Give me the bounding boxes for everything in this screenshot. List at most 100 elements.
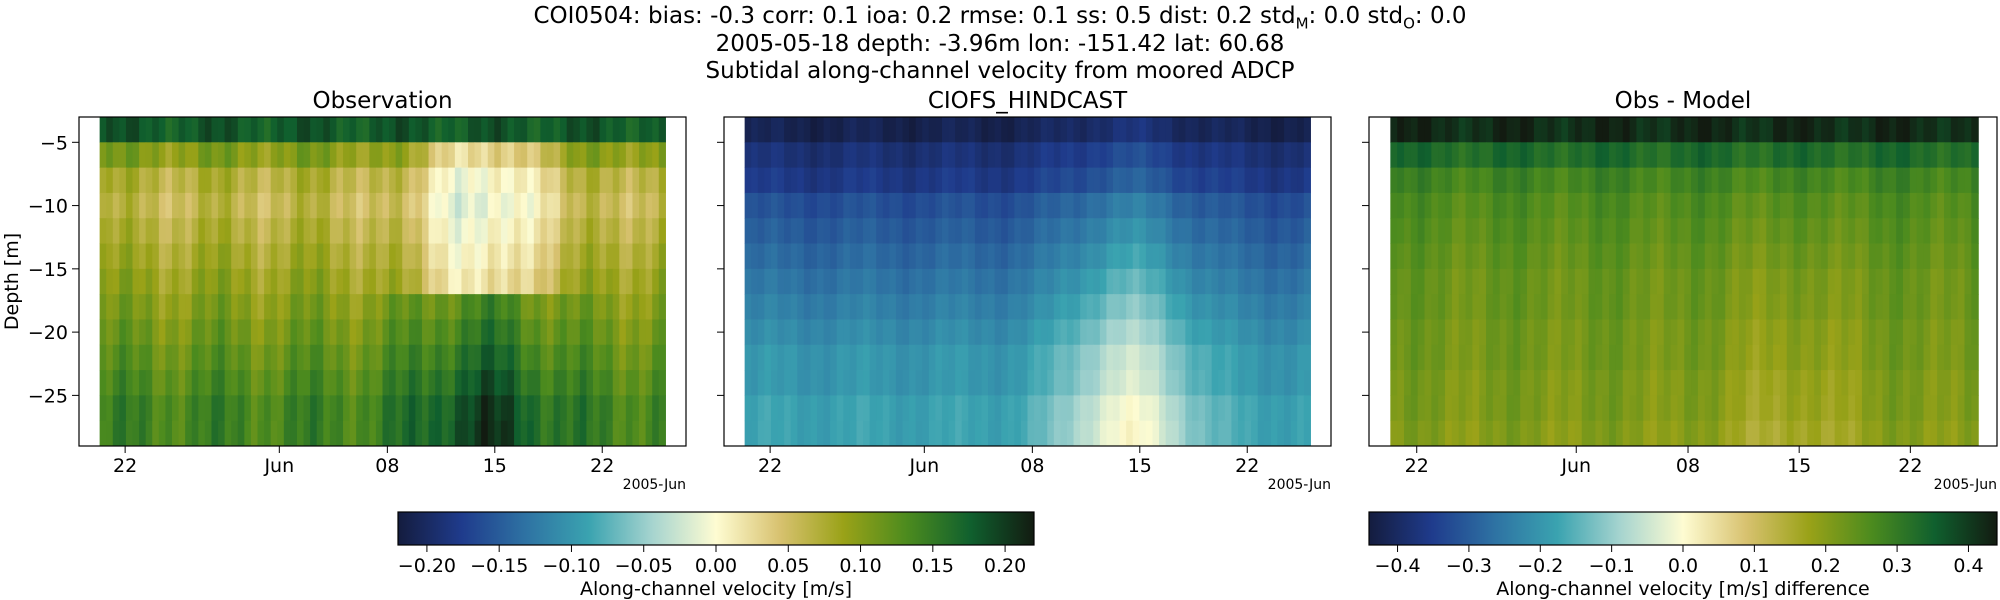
heatmap-cell [198, 192, 206, 219]
heatmap-cell [856, 319, 864, 346]
heatmap-cell [1636, 243, 1644, 270]
heatmap-cell [869, 142, 877, 169]
heatmap-cell [1950, 319, 1959, 346]
heatmap-cell [1540, 294, 1549, 320]
heatmap-cell [1053, 395, 1061, 422]
heatmap-cell [1047, 117, 1055, 143]
heatmap-cell [928, 218, 937, 244]
heatmap-cell [777, 370, 785, 396]
heatmap-cell [1438, 395, 1446, 422]
heatmap-cell [250, 192, 259, 219]
heatmap-cell [988, 294, 996, 320]
heatmap-cell [803, 294, 812, 320]
heatmap-cell [1971, 420, 1979, 447]
heatmap-cell [1451, 142, 1460, 169]
heatmap-cell [1937, 142, 1945, 169]
heatmap-cell [1670, 243, 1679, 270]
heatmap-cell [1086, 294, 1094, 320]
heatmap-cell [231, 294, 239, 320]
heatmap-cell [1506, 344, 1514, 371]
heatmap-cell [1126, 344, 1134, 371]
heatmap-cell [500, 192, 509, 219]
heatmap-cell [139, 294, 147, 320]
heatmap-cell [1198, 319, 1206, 346]
heatmap-cell [876, 395, 884, 422]
heatmap-cell [744, 243, 752, 270]
heatmap-cell [1231, 243, 1239, 270]
heatmap-cell [1465, 243, 1473, 270]
heatmap-cell [1882, 192, 1890, 219]
heatmap-cell [1670, 167, 1679, 194]
heatmap-cell [1916, 420, 1925, 447]
heatmap-cell [639, 243, 647, 270]
heatmap-cell [1704, 218, 1713, 244]
heatmap-cell [303, 218, 311, 244]
heatmap-cell [448, 142, 456, 169]
heatmap-cell [1438, 294, 1446, 320]
heatmap-cell [145, 294, 153, 320]
heatmap-cell [1047, 344, 1055, 371]
heatmap-cell [421, 142, 430, 169]
heatmap-cell [625, 218, 634, 244]
heatmap-cell [1745, 319, 1754, 346]
heatmap-cell [145, 420, 153, 447]
heatmap-cell [1211, 117, 1219, 143]
heatmap-cell [500, 344, 509, 371]
heatmap-cell [1964, 370, 1972, 396]
heatmap-cell [1060, 319, 1068, 346]
heatmap-cell [1472, 142, 1480, 169]
heatmap-cell [1527, 319, 1535, 346]
heatmap-cell [165, 294, 173, 320]
heatmap-cell [336, 420, 344, 447]
heatmap-cell [244, 370, 252, 396]
heatmap-cell [1629, 243, 1638, 270]
heatmap-cell [1431, 268, 1439, 295]
heatmap-cell [988, 167, 996, 194]
heatmap-cell [1277, 395, 1285, 422]
heatmap-cell [1930, 268, 1938, 295]
heatmap-cell [441, 243, 449, 270]
heatmap-cell [1957, 294, 1966, 320]
heatmap-cell [1827, 243, 1836, 270]
heatmap-cell [1943, 370, 1952, 396]
heatmap-cell [1834, 294, 1843, 320]
x-tick-label: 08 [1676, 455, 1700, 477]
heatmap-cell [224, 192, 232, 219]
heatmap-cell [185, 117, 193, 143]
heatmap-cell [1099, 142, 1108, 169]
heatmap-cell [1554, 370, 1562, 396]
heatmap-cell [270, 420, 278, 447]
heatmap-cell [566, 142, 574, 169]
heatmap-cell [158, 192, 167, 219]
heatmap-cell [784, 319, 792, 346]
heatmap-cell [119, 344, 127, 371]
heatmap-cell [1615, 420, 1624, 447]
heatmap-cell [1855, 167, 1863, 194]
heatmap-cell [1718, 243, 1726, 270]
heatmap-cell [553, 319, 561, 346]
heatmap-cell [823, 218, 831, 244]
heatmap-cell [869, 319, 877, 346]
heatmap-cell [1779, 268, 1788, 295]
heatmap-cell [1404, 192, 1412, 219]
heatmap-cell [1950, 243, 1959, 270]
heatmap-cell [1086, 117, 1094, 143]
heatmap-cell [1752, 243, 1761, 270]
heatmap-cell [790, 167, 798, 194]
heatmap-cell [632, 142, 640, 169]
heatmap-cell [1527, 243, 1535, 270]
heatmap-cell [356, 142, 364, 169]
heatmap-cell [1718, 370, 1726, 396]
heatmap-cell [441, 420, 449, 447]
heatmap-cell [1159, 319, 1167, 346]
heatmap-cell [1185, 192, 1193, 219]
heatmap-cell [1602, 243, 1610, 270]
heatmap-cell [1205, 218, 1213, 244]
heatmap-cell [415, 370, 423, 396]
heatmap-cell [1697, 192, 1706, 219]
heatmap-cell [1417, 268, 1426, 295]
heatmap-cell [329, 243, 338, 270]
heatmap-cell [323, 268, 331, 295]
heatmap-cell [264, 243, 272, 270]
heatmap-cell [1257, 142, 1265, 169]
